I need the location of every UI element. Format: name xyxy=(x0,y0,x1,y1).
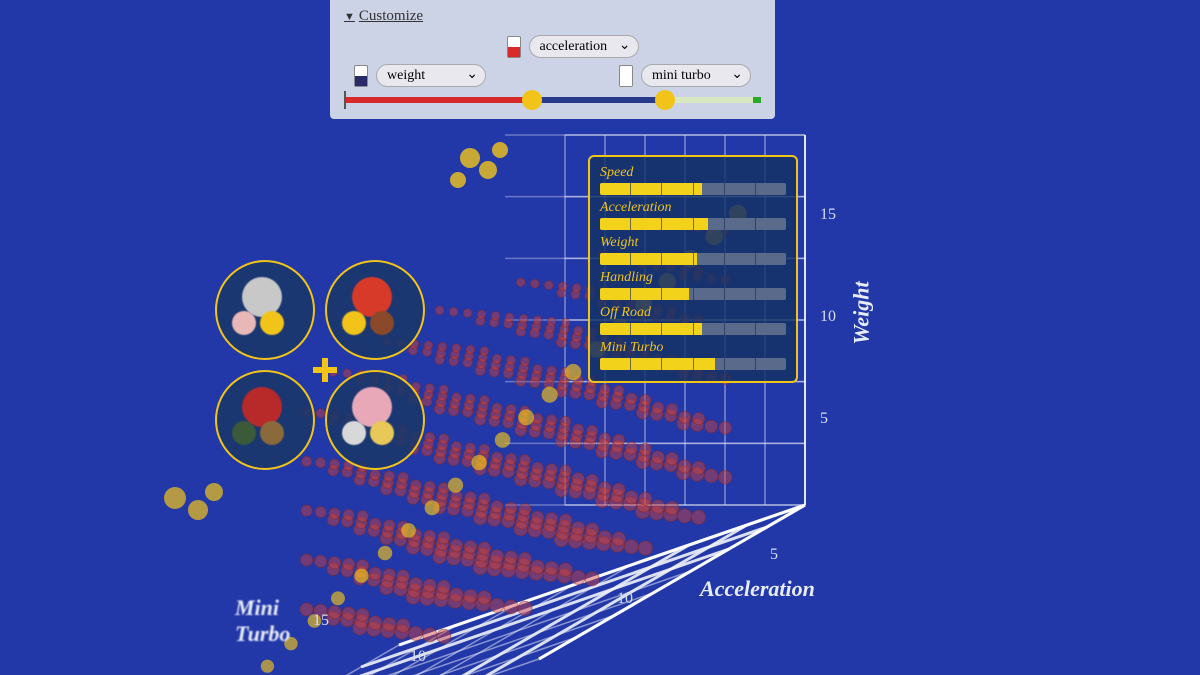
axis-label-acceleration: Acceleration xyxy=(700,576,815,602)
y-axis-select[interactable]: acceleration xyxy=(529,35,639,58)
accel-tick-5: 5 xyxy=(770,546,778,564)
stat-row: Mini Turbo xyxy=(600,340,786,370)
slider-handle[interactable] xyxy=(655,90,675,110)
stat-bar xyxy=(600,288,786,300)
x-axis-chip xyxy=(354,65,368,87)
slider-handle[interactable] xyxy=(522,90,542,110)
stat-row: Off Road xyxy=(600,305,786,335)
stat-bar xyxy=(600,323,786,335)
stat-label: Handling xyxy=(600,270,786,286)
stat-label: Off Road xyxy=(600,305,786,321)
axis-selectors: acceleration weight mini turbo xyxy=(344,35,761,87)
stat-card: Speed Acceleration Weight Handling Off Road M… xyxy=(588,155,798,383)
stat-row: Weight xyxy=(600,235,786,265)
stat-bar xyxy=(600,358,786,370)
weight-tick-15: 15 xyxy=(820,206,836,224)
stat-label: Acceleration xyxy=(600,200,786,216)
stat-bar xyxy=(600,253,786,265)
customize-toggle[interactable]: Customize xyxy=(344,8,761,25)
weight-slider[interactable] xyxy=(344,97,761,103)
combo-cross-marker xyxy=(313,358,337,382)
combo-circle[interactable] xyxy=(325,370,425,470)
stat-row: Handling xyxy=(600,270,786,300)
stat-row: Speed xyxy=(600,165,786,195)
x-axis-select[interactable]: weight xyxy=(376,64,486,87)
accel-tick-10: 10 xyxy=(617,590,633,608)
stat-row: Acceleration xyxy=(600,200,786,230)
weight-tick-5: 5 xyxy=(820,410,828,428)
y-axis-chip xyxy=(507,36,521,58)
stat-bar xyxy=(600,218,786,230)
stat-label: Weight xyxy=(600,235,786,251)
turbo-tick-15: 15 xyxy=(313,612,329,630)
weight-tick-10: 10 xyxy=(820,308,836,326)
stat-bar xyxy=(600,183,786,195)
stat-label: Mini Turbo xyxy=(600,340,786,356)
combo-circle[interactable] xyxy=(215,370,315,470)
z-axis-chip xyxy=(619,65,633,87)
axis-label-miniturbo: MiniTurbo xyxy=(235,595,290,647)
combo-circle[interactable] xyxy=(325,260,425,360)
customize-title: Customize xyxy=(359,8,423,25)
combo-circle[interactable] xyxy=(215,260,315,360)
customize-panel: Customize acceleration weight xyxy=(330,0,775,119)
turbo-tick-10: 10 xyxy=(410,648,426,666)
z-axis-select[interactable]: mini turbo xyxy=(641,64,751,87)
stat-label: Speed xyxy=(600,165,786,181)
axis-label-weight: Weight xyxy=(849,281,875,344)
combo-circles xyxy=(215,260,435,480)
